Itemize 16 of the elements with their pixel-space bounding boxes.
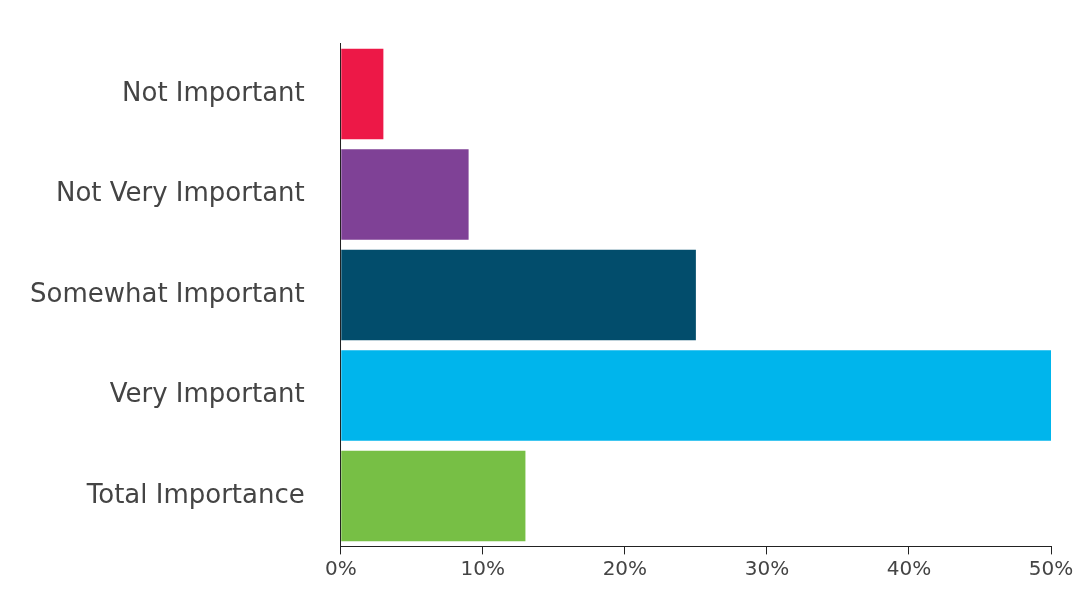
bar	[341, 450, 526, 542]
bar	[341, 149, 469, 240]
bar	[341, 350, 1051, 441]
y-tick-label: Very Important	[109, 378, 305, 409]
x-tick-label: 50%	[1028, 555, 1074, 580]
y-tick-label: Somewhat Important	[30, 277, 305, 308]
y-tick-label: Total Importance	[85, 478, 305, 509]
x-tick-label: 40%	[886, 555, 932, 580]
bar	[341, 48, 384, 140]
x-tick-label: 0%	[324, 555, 357, 580]
bar	[341, 249, 696, 341]
x-tick-label: 20%	[602, 555, 648, 580]
x-tick-label: 30%	[744, 555, 790, 580]
y-tick-label: Not Very Important	[55, 177, 305, 208]
y-tick-label: Not Important	[122, 76, 305, 107]
x-tick-label: 10%	[460, 555, 506, 580]
